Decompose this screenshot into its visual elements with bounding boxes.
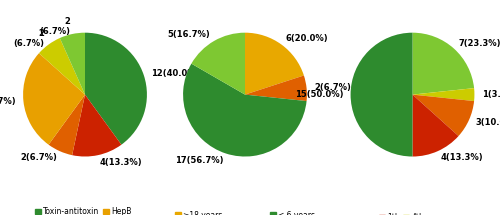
Wedge shape bbox=[412, 33, 474, 95]
Legend: Toxin-antitoxin, DTaP, MV, HepB, RabV, PPV23: Toxin-antitoxin, DTaP, MV, HepB, RabV, P… bbox=[34, 206, 136, 215]
Wedge shape bbox=[72, 95, 122, 157]
Text: 5(16.7%): 5(16.7%) bbox=[168, 30, 210, 39]
Text: 15(50.0%): 15(50.0%) bbox=[294, 90, 343, 99]
Text: 17(56.7%): 17(56.7%) bbox=[175, 156, 224, 165]
Text: 2
(6.7%): 2 (6.7%) bbox=[40, 17, 70, 37]
Text: 4(13.3%): 4(13.3%) bbox=[440, 154, 484, 163]
Text: 2(6.7%): 2(6.7%) bbox=[20, 154, 57, 163]
Wedge shape bbox=[192, 33, 245, 95]
Wedge shape bbox=[39, 38, 85, 95]
Text: 7(23.3%): 7(23.3%) bbox=[459, 38, 500, 48]
Wedge shape bbox=[48, 95, 85, 155]
Wedge shape bbox=[412, 95, 474, 136]
Text: 2
(6.7%): 2 (6.7%) bbox=[13, 29, 44, 48]
Text: 6(20.0%): 6(20.0%) bbox=[286, 34, 329, 43]
Legend: ≥18 years, 6years≤Age<18years, < 6 years, unknown: ≥18 years, 6years≤Age<18years, < 6 years… bbox=[174, 210, 316, 215]
Wedge shape bbox=[23, 53, 85, 145]
Wedge shape bbox=[183, 64, 306, 157]
Wedge shape bbox=[412, 95, 459, 157]
Wedge shape bbox=[60, 33, 85, 95]
Wedge shape bbox=[412, 88, 474, 101]
Text: 2(6.7%): 2(6.7%) bbox=[314, 83, 351, 92]
Text: 3(10.0%): 3(10.0%) bbox=[476, 118, 500, 127]
Text: 12(40.0%): 12(40.0%) bbox=[151, 69, 200, 78]
Wedge shape bbox=[85, 33, 147, 145]
Wedge shape bbox=[245, 75, 307, 101]
Wedge shape bbox=[245, 33, 304, 95]
Legend: 1th, 2th, 3th, 4th, unknown: 1th, 2th, 3th, 4th, unknown bbox=[378, 212, 447, 215]
Text: 1(3.3%): 1(3.3%) bbox=[482, 90, 500, 99]
Wedge shape bbox=[350, 33, 412, 157]
Text: 4(13.3%): 4(13.3%) bbox=[100, 158, 142, 167]
Text: 8(26.7%): 8(26.7%) bbox=[0, 97, 16, 106]
